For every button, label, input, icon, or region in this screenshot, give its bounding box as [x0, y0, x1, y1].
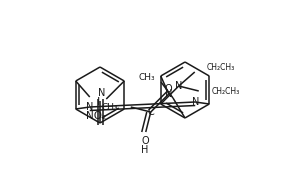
Text: CH₂CH₃: CH₂CH₃ — [207, 62, 235, 71]
Text: N: N — [86, 102, 93, 112]
Text: I: I — [97, 97, 100, 107]
Text: CH₃: CH₃ — [138, 73, 155, 81]
Text: H: H — [141, 145, 148, 155]
Text: N: N — [175, 81, 182, 91]
Text: O: O — [142, 136, 149, 146]
Text: NO₂: NO₂ — [86, 111, 106, 121]
Text: O: O — [164, 84, 172, 94]
Text: CH₂CH₃: CH₂CH₃ — [212, 87, 240, 96]
Text: CH₃: CH₃ — [101, 102, 118, 111]
Text: N: N — [98, 88, 106, 98]
Text: N: N — [165, 89, 172, 99]
Text: C: C — [147, 107, 154, 117]
Text: N: N — [191, 97, 199, 107]
